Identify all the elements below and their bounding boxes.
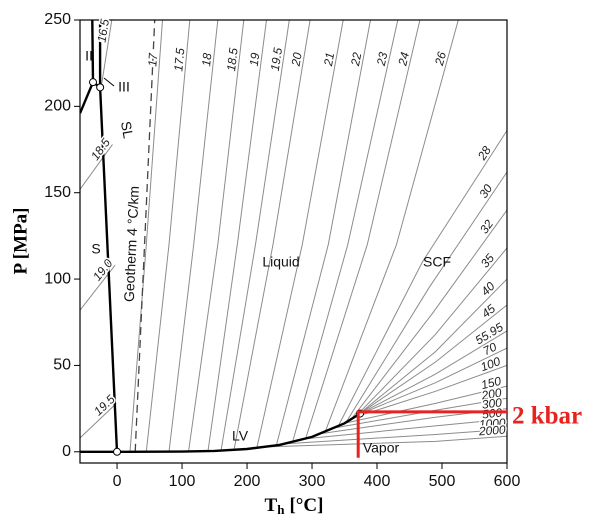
isochore	[207, 20, 267, 452]
isochore	[357, 278, 507, 415]
phase-boundary	[98, 87, 119, 452]
phase-point	[88, 78, 97, 87]
annotation-text: 2 kbar	[512, 403, 582, 430]
phase-point	[113, 447, 122, 456]
x-label-sub: h	[277, 502, 285, 517]
isochore	[100, 20, 113, 86]
x-label-symbol: T	[265, 495, 278, 516]
x-tick-label: 200	[234, 473, 261, 490]
isochore-label: 18	[199, 52, 214, 67]
region-label: II	[85, 48, 93, 64]
geotherm	[134, 20, 156, 452]
isochore	[354, 247, 507, 418]
isochore	[359, 330, 507, 415]
isochore-label: 20	[289, 51, 305, 68]
isochore-label: 2000	[477, 423, 506, 439]
y-tick-label: 250	[44, 11, 71, 28]
isochore	[344, 385, 507, 424]
isochore-label: 24	[395, 50, 412, 67]
isochore	[359, 304, 507, 415]
isochore	[188, 20, 245, 452]
region-label: S	[91, 241, 100, 257]
isochore	[358, 347, 507, 416]
region-label: Vapor	[363, 440, 400, 456]
isochore-label: 1000	[478, 416, 506, 432]
isochore	[266, 435, 507, 448]
y-axis-label: P [MPa]	[10, 207, 31, 274]
isochore	[292, 20, 399, 443]
isochore	[233, 20, 311, 451]
isochore-label: 17.5	[171, 47, 187, 72]
region-label: LV	[232, 428, 249, 444]
isochore	[256, 20, 344, 449]
phase-boundary	[116, 412, 361, 453]
isochore-label: 23	[374, 51, 391, 68]
isochore-label: 22	[348, 51, 364, 68]
isochore	[334, 397, 507, 429]
isochore	[145, 20, 191, 452]
x-axis-label: Th [°C]	[265, 495, 324, 517]
plot-area	[80, 20, 507, 453]
isochore	[275, 20, 371, 446]
isochore-label: 16.5	[95, 18, 113, 44]
isochore	[337, 130, 507, 427]
isochore	[324, 20, 459, 433]
region-label: III	[118, 79, 130, 95]
isochore	[350, 209, 507, 420]
y-tick-label: 50	[53, 357, 71, 374]
phase-boundary	[80, 81, 95, 114]
x-tick-label: 0	[113, 473, 122, 490]
x-tick-label: 500	[429, 473, 456, 490]
annotation-line	[356, 410, 507, 458]
region-label: SCF	[423, 254, 451, 270]
isochore-label: 26	[432, 50, 449, 68]
isochore	[220, 20, 290, 451]
x-tick-label: 100	[169, 473, 196, 490]
isochore-label: 21	[321, 51, 337, 68]
y-tick-label: 150	[44, 184, 71, 201]
x-tick-label: 600	[494, 473, 521, 490]
isochore	[129, 20, 163, 452]
isochore	[305, 20, 421, 440]
y-tick-label: 100	[44, 270, 71, 287]
isochore	[168, 20, 219, 452]
region-label: Liquid	[262, 254, 299, 270]
y-tick-label: 0	[62, 443, 71, 460]
isochore-label: 17	[145, 51, 160, 67]
isochore-label: 150	[480, 374, 503, 392]
x-tick-label: 400	[364, 473, 391, 490]
isochore	[285, 428, 507, 445]
isochore	[305, 418, 507, 440]
isochore-label: 18.5	[224, 47, 241, 72]
label-pointer	[103, 77, 115, 87]
isochore	[354, 364, 507, 418]
isochore	[80, 144, 113, 190]
isochore-label: 200	[480, 385, 503, 402]
y-tick-label: 200	[44, 98, 71, 115]
isochore-label: 500	[481, 406, 503, 422]
x-tick-label: 300	[299, 473, 326, 490]
isochore	[345, 171, 507, 424]
region-label: SL	[118, 120, 137, 140]
phase-point	[96, 83, 105, 92]
isochore	[80, 403, 117, 439]
isochore-label: 19	[247, 52, 263, 67]
plot-frame	[79, 19, 508, 464]
phase-boundary	[91, 20, 95, 83]
isochore-label: 19.5	[268, 46, 285, 72]
x-label-unit: [°C]	[289, 495, 323, 516]
isochore-label: 300	[481, 395, 503, 411]
geotherm-label: Geotherm 4 °C/km	[121, 186, 142, 303]
